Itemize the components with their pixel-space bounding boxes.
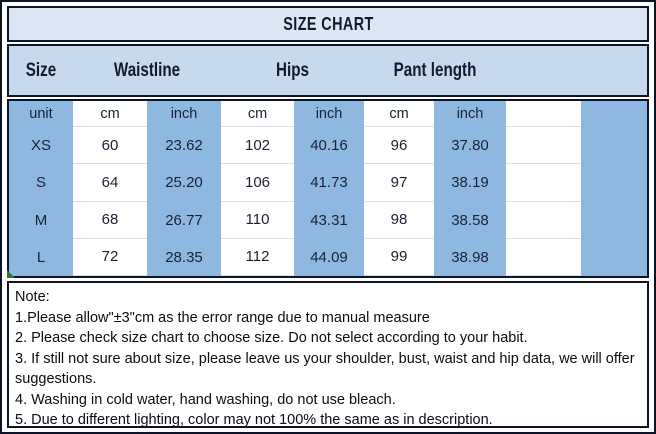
table-cell: 38.19	[434, 164, 506, 202]
table-cell: 99	[364, 238, 434, 276]
note-item: 5. Due to different lighting, color may …	[15, 412, 493, 428]
header-size: Size	[25, 59, 57, 81]
green-corner-marker-icon	[7, 270, 15, 278]
table-cell-empty	[506, 201, 581, 239]
note-item: 3. If still not sure about size, please …	[15, 350, 635, 388]
table-cell-empty	[581, 127, 647, 165]
table-cell: cm	[73, 101, 147, 127]
notes-section: Note: 1.Please allow"±3"cm as the error …	[7, 281, 649, 428]
table-cell: 37.80	[434, 127, 506, 165]
table-cell-empty	[581, 201, 647, 239]
size-cell: M	[9, 201, 73, 239]
note-item: 1.Please allow"±3"cm as the error range …	[15, 309, 430, 326]
table-cell-empty	[506, 127, 581, 165]
table-cell: 26.77	[147, 201, 221, 239]
table-cell: 44.09	[294, 238, 364, 276]
table-cell: 38.58	[434, 201, 506, 239]
page-title: SIZE CHART	[282, 13, 374, 34]
table-cell: 98	[364, 201, 434, 239]
table-cell: cm	[221, 101, 294, 127]
unit-label-cell: unit	[9, 101, 73, 127]
table-cell: inch	[434, 101, 506, 127]
table-row-m: M 68 26.77 110 43.31 98 38.58	[9, 201, 647, 239]
table-cell: 102	[221, 127, 294, 165]
table-cell: 40.16	[294, 127, 364, 165]
table-row-l: L 72 28.35 112 44.09 99 38.98	[9, 238, 647, 276]
note-item: 2. Please check size chart to choose siz…	[15, 330, 528, 346]
table-cell-empty	[506, 238, 581, 276]
table-header-row: Size Waistline Hips Pant length	[7, 44, 649, 97]
header-waistline: Waistline	[113, 59, 181, 81]
size-table: unit cm inch cm inch cm inch XS 60 23.62…	[7, 99, 649, 278]
table-cell: 23.62	[147, 127, 221, 165]
table-cell: 43.31	[294, 201, 364, 239]
note-item: 4. Washing in cold water, hand washing, …	[15, 391, 396, 408]
table-cell: 28.35	[147, 238, 221, 276]
table-cell-empty	[506, 164, 581, 202]
table-cell-empty	[581, 238, 647, 276]
table-row-unit: unit cm inch cm inch cm inch	[9, 101, 647, 127]
size-cell: L	[9, 238, 73, 276]
table-cell: 68	[73, 201, 147, 239]
header-pant-length: Pant length	[393, 59, 477, 81]
table-cell: 96	[364, 127, 434, 165]
table-cell: inch	[294, 101, 364, 127]
table-cell: 60	[73, 127, 147, 165]
table-cell: 106	[221, 164, 294, 202]
table-cell-empty	[581, 164, 647, 202]
size-cell: XS	[9, 127, 73, 165]
table-cell: 72	[73, 238, 147, 276]
notes-label: Note:	[15, 289, 50, 305]
table-cell: 97	[364, 164, 434, 202]
size-cell: S	[9, 164, 73, 202]
title-bar: SIZE CHART	[7, 6, 649, 42]
table-cell: 110	[221, 201, 294, 239]
table-cell: inch	[147, 101, 221, 127]
table-cell: 25.20	[147, 164, 221, 202]
table-cell: 38.98	[434, 238, 506, 276]
table-row-xs: XS 60 23.62 102 40.16 96 37.80	[9, 127, 647, 165]
table-row-s: S 64 25.20 106 41.73 97 38.19	[9, 164, 647, 202]
table-cell: 112	[221, 238, 294, 276]
table-cell: 41.73	[294, 164, 364, 202]
table-cell-empty	[581, 101, 647, 127]
table-cell-empty	[506, 101, 581, 127]
table-cell: 64	[73, 164, 147, 202]
header-hips: Hips	[276, 59, 309, 81]
table-cell: cm	[364, 101, 434, 127]
